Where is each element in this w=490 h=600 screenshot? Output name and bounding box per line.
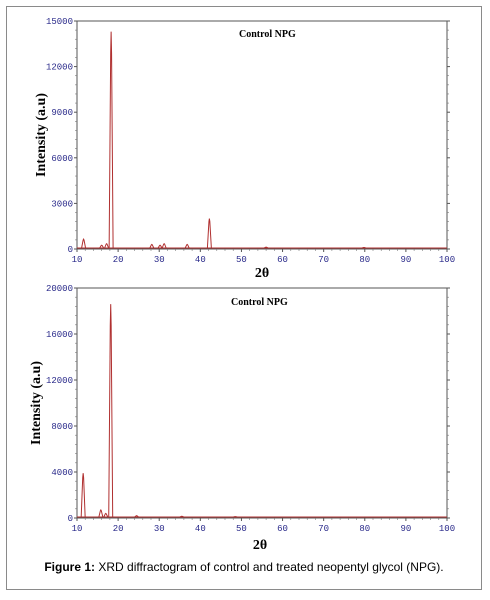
chart-bottom-peak — [98, 509, 104, 518]
chart-bottom-xtick-label: 60 — [277, 524, 288, 534]
chart-top-peak — [206, 218, 212, 249]
chart-bottom-xtick-label: 10 — [72, 524, 83, 534]
chart-bottom-xtick-label: 30 — [154, 524, 165, 534]
chart-top-yticks: 0 3000 6000 9000 12000 15000 — [46, 17, 450, 255]
chart-bottom-xlabel: 2θ — [253, 538, 267, 553]
chart-bottom-marks — [77, 304, 447, 518]
chart-bottom-ylabel: Intensity (a.u) — [29, 361, 44, 445]
chart-top: Control NPG Intensity (a.u) 2θ 0 3000 6000… — [34, 17, 455, 281]
xrd-charts: Control NPG Intensity (a.u) 2θ 030006000… — [29, 17, 455, 553]
chart-top-peak — [104, 242, 110, 249]
chart-top-ytick-label: 9000 — [51, 108, 73, 118]
chart-bottom-ytick-label: 4000 — [51, 468, 73, 478]
chart-top-peak — [361, 246, 367, 249]
chart-bottom-ytick-label: 12000 — [46, 376, 73, 386]
chart-top-ytick-label: 6000 — [51, 154, 73, 164]
chart-top-title: Control NPG — [239, 29, 296, 40]
chart-top-peak — [157, 244, 163, 249]
chart-bottom-yticks: 0 4000 8000 12000 16000 20000 — [46, 284, 450, 524]
chart-top-peak — [263, 246, 269, 249]
chart-bottom: Control NPG Intensity (a.u) 2θ 0 4000 8000… — [29, 284, 455, 553]
chart-bottom-xticks: 10 20 30 40 50 60 70 80 90 100 — [72, 518, 455, 534]
figure-caption: Figure 1: XRD diffractogram of control a… — [7, 560, 481, 574]
chart-bottom-ytick-label: 16000 — [46, 330, 73, 340]
chart-top-xtick-label: 40 — [195, 255, 206, 265]
chart-bottom-xtick-label: 40 — [195, 524, 206, 534]
chart-top-peak — [184, 243, 190, 249]
chart-bottom-peak — [179, 515, 185, 518]
chart-bottom-ytick-label: 8000 — [51, 422, 73, 432]
chart-top-xtick-label: 10 — [72, 255, 83, 265]
chart-top-xtick-label: 30 — [154, 255, 165, 265]
chart-bottom-xtick-label: 100 — [439, 524, 455, 534]
chart-bottom-peak — [103, 512, 109, 518]
chart-top-xlabel: 2θ — [255, 266, 269, 281]
figure-panel: Control NPG Intensity (a.u) 2θ 0 3000 6000… — [6, 6, 482, 590]
chart-top-xtick-label: 90 — [400, 255, 411, 265]
chart-top-peak — [161, 242, 167, 249]
chart-bottom-peak — [108, 304, 114, 518]
chart-bottom-peak — [80, 473, 86, 518]
chart-top-xtick-label: 70 — [318, 255, 329, 265]
chart-top-ytick-label: 15000 — [46, 17, 73, 27]
chart-top-ytick-label: 12000 — [46, 63, 73, 73]
chart-top-marks — [77, 31, 447, 249]
chart-bottom-xtick-label: 90 — [400, 524, 411, 534]
chart-top-frame — [76, 20, 448, 250]
chart-top-ytick-label: 3000 — [51, 199, 73, 209]
chart-bottom-xtick-label: 70 — [318, 524, 329, 534]
chart-bottom-ytick-label: 0 — [68, 514, 73, 524]
chart-top-ylabel: Intensity (a.u) — [34, 93, 49, 177]
chart-top-xtick-label: 50 — [236, 255, 247, 265]
caption-label: Figure 1: — [44, 560, 96, 574]
chart-top-peak — [99, 244, 105, 249]
chart-bottom-xtick-label: 20 — [113, 524, 124, 534]
chart-top-xticks: 10 20 30 40 50 60 70 80 90 100 — [72, 249, 455, 265]
chart-bottom-ytick-label: 20000 — [46, 284, 73, 294]
chart-top-xtick-label: 20 — [113, 255, 124, 265]
chart-bottom-title: Control NPG — [231, 297, 288, 308]
chart-top-ytick-label: 0 — [68, 245, 73, 255]
chart-bottom-xtick-label: 50 — [236, 524, 247, 534]
chart-top-peak — [149, 243, 155, 249]
chart-top-xtick-label: 100 — [439, 255, 455, 265]
chart-bottom-frame — [76, 287, 448, 519]
chart-top-xtick-label: 60 — [277, 255, 288, 265]
chart-bottom-peak — [134, 515, 139, 518]
chart-bottom-xtick-label: 80 — [359, 524, 370, 534]
chart-top-peak — [81, 238, 87, 249]
caption-text: XRD diffractogram of control and treated… — [98, 560, 444, 574]
chart-top-peak — [108, 31, 114, 249]
chart-top-xtick-label: 80 — [359, 255, 370, 265]
